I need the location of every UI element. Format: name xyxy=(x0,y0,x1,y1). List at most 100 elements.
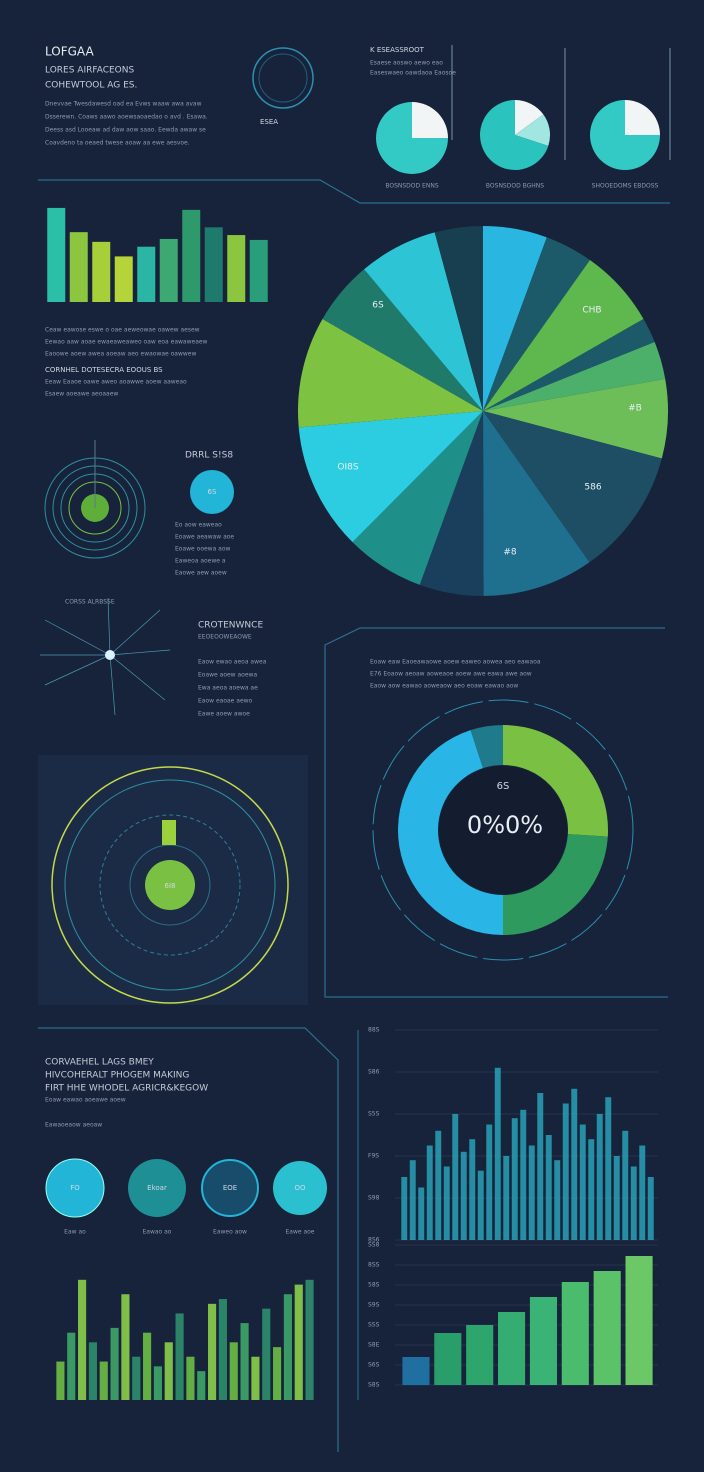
bar xyxy=(294,1284,303,1400)
paragraph-line: Eewao aaw aoae ewaeaweaweo oaw eoa eawaw… xyxy=(45,339,208,346)
pie-label: BOSNSDOD ENNS xyxy=(385,183,438,190)
paragraph-line: Eaweoa aoewe a xyxy=(175,558,226,565)
y-tick-label: 58S xyxy=(368,1282,380,1289)
y-tick-label: S8S xyxy=(368,1382,380,1389)
bar xyxy=(402,1357,430,1385)
divider xyxy=(38,179,670,204)
bar xyxy=(529,1297,557,1385)
label: CORSS ALRBSSE xyxy=(65,599,115,606)
donut-top-label: 6S xyxy=(497,781,510,792)
bar xyxy=(498,1312,526,1385)
pie-label: BOSNSDOD BGHNS xyxy=(486,183,544,190)
bar xyxy=(251,1356,260,1400)
y-tick-label: SSS xyxy=(368,1322,380,1329)
paragraph-line: Dnevvae Twesdawesd oad ea Evws waaw awa … xyxy=(45,101,202,108)
pie-slice xyxy=(483,378,668,459)
pie-slice xyxy=(483,226,547,411)
paragraph-line: Eaow ewao aeoa awea xyxy=(198,659,267,666)
badge-label: OO xyxy=(294,1184,306,1192)
pie-annotation: 6S xyxy=(372,301,384,311)
bar xyxy=(593,1271,621,1385)
pie-slice xyxy=(322,269,483,411)
bar xyxy=(204,227,223,302)
badge-label: 6S xyxy=(208,488,217,496)
bar xyxy=(273,1347,282,1400)
bar xyxy=(435,1130,442,1240)
badge-label: FO xyxy=(70,1184,80,1192)
paragraph-line: Eaow eaoae aewo xyxy=(198,698,253,705)
pie-slice xyxy=(376,102,448,174)
paragraph-line: Eoaw eaw Eaoeawaowe aoew eaweo aowea aeo… xyxy=(370,659,541,666)
y-tick-label: S8E xyxy=(368,1342,380,1349)
bar xyxy=(137,246,156,302)
paragraph-line: Deess asd Looeaw ad daw aow saao. Eewda … xyxy=(45,127,206,134)
pie-slice xyxy=(483,237,590,411)
pie-slice xyxy=(352,411,483,585)
bar xyxy=(596,1114,603,1240)
bar xyxy=(588,1139,595,1240)
heading: K ESEASSROOT xyxy=(370,46,425,54)
bar xyxy=(208,1303,217,1400)
pie-slice xyxy=(479,100,549,170)
pie-slice xyxy=(515,114,551,146)
bar xyxy=(486,1124,493,1240)
badge-label: ESEA xyxy=(260,118,278,126)
bar xyxy=(249,239,268,302)
bar xyxy=(545,1135,552,1240)
pie-slice xyxy=(515,100,544,135)
ray xyxy=(109,609,161,656)
ring xyxy=(64,779,276,991)
bar xyxy=(182,209,201,302)
donut-slice xyxy=(397,730,503,935)
bar xyxy=(47,207,66,302)
paragraph-line: Eoawe ooewa aow xyxy=(175,546,231,553)
bar xyxy=(452,1114,459,1240)
bar xyxy=(630,1166,637,1240)
note: Eawaoeaow aeoaw xyxy=(45,1122,102,1129)
subheading: Eoaw eawao aoeawe aoew xyxy=(45,1097,126,1104)
panel-frame xyxy=(324,627,668,998)
bar xyxy=(562,1103,569,1240)
badge xyxy=(273,1161,327,1215)
badge-caption: Eawe aoe xyxy=(285,1229,314,1236)
paragraph-line: Eaowe aew aoew xyxy=(175,570,227,577)
paragraph-line: Eo aow eaweao xyxy=(175,522,222,529)
bar xyxy=(67,1332,76,1400)
bar xyxy=(78,1279,87,1400)
bar xyxy=(164,1342,173,1400)
paragraph-line: Esaese aoswo aewo eao xyxy=(370,60,443,67)
panel-frame xyxy=(38,1027,339,1452)
pie-label: SHOOEDOMS EBDOSS xyxy=(592,183,659,190)
donut-slice xyxy=(503,834,608,935)
pie-slice xyxy=(364,232,483,411)
paragraph-line: Eeaw Eaaoe oawe aweo aoawwe aoew aaweao xyxy=(45,379,187,386)
dot xyxy=(105,650,115,660)
bar xyxy=(443,1166,450,1240)
paragraph-line: E76 Eoaow aeoaw aoweaoe aoew awe eawa aw… xyxy=(370,671,532,678)
badge-label: EOE xyxy=(223,1184,237,1192)
bar xyxy=(175,1313,184,1400)
bar xyxy=(511,1118,518,1240)
heading: DRRL S!S8 xyxy=(185,451,233,461)
bar xyxy=(571,1088,578,1240)
ring xyxy=(372,699,634,961)
heading: CORVAEHEL LAGS BMEY xyxy=(45,1058,154,1068)
tagline: COHEWTOOL AG ES. xyxy=(45,81,137,91)
bar xyxy=(240,1323,249,1400)
bar xyxy=(520,1109,527,1240)
bar xyxy=(92,241,111,302)
donut-hole xyxy=(439,766,567,894)
badge-label: Ekoar xyxy=(147,1184,167,1192)
y-tick-label: S98 xyxy=(368,1195,380,1202)
bar xyxy=(605,1097,612,1240)
bar xyxy=(227,235,246,302)
bar xyxy=(229,1342,238,1400)
ring xyxy=(99,814,241,956)
paragraph-line: Eaow aow eawao aoweaow aeo eoaw eawao ao… xyxy=(370,683,518,690)
bar xyxy=(554,1160,561,1240)
badge xyxy=(201,1159,259,1217)
y-tick-label: S9S xyxy=(368,1302,380,1309)
bar xyxy=(469,1139,476,1240)
pie-slice xyxy=(412,102,448,138)
